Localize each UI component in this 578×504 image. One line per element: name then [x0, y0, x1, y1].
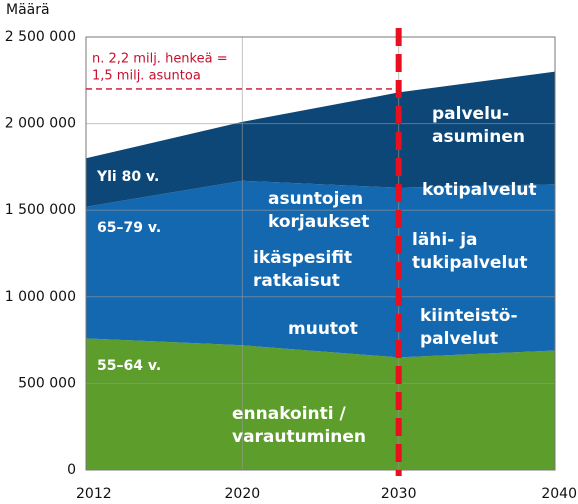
- area-annotation: lähi- ja: [412, 230, 478, 250]
- x-tick-label: 2012: [76, 486, 112, 502]
- area: [86, 71, 555, 207]
- x-tick-label: 2020: [225, 486, 261, 502]
- area-annotation: ikäspesifit: [253, 248, 352, 268]
- y-tick-label: 0: [67, 462, 76, 478]
- plot-border: [85, 36, 556, 471]
- y-tick-label: 1 500 000: [5, 202, 76, 218]
- area-annotation: kotipalvelut: [422, 180, 537, 200]
- y-tick-label: 1 000 000: [5, 289, 76, 305]
- y-tick-label: 500 000: [18, 375, 76, 391]
- x-tick-label: 2030: [381, 486, 417, 502]
- series-label: 65–79 v.: [97, 220, 161, 236]
- reference-label: 1,5 milj. asuntoa: [92, 69, 201, 84]
- area: [86, 180, 555, 358]
- area-annotation: korjaukset: [268, 212, 369, 232]
- area: [86, 338, 555, 470]
- area-annotation: palvelu-: [432, 104, 509, 124]
- area-annotation: ratkaisut: [253, 271, 340, 291]
- series-label: Yli 80 v.: [96, 169, 159, 185]
- area-annotation: tukipalvelut: [412, 253, 528, 273]
- area-annotation: asuminen: [432, 127, 525, 147]
- area-annotation: muutot: [288, 319, 358, 339]
- area-annotation: palvelut: [420, 329, 498, 349]
- area-annotation: kiinteistö-: [420, 306, 518, 326]
- x-tick-label: 2040: [541, 486, 577, 502]
- y-tick-label: 2 500 000: [5, 29, 76, 45]
- y-tick-label: 2 000 000: [5, 116, 76, 132]
- reference-label: n. 2,2 milj. henkeä =: [92, 52, 228, 67]
- area-annotation: asuntojen: [268, 189, 363, 209]
- area-annotation: ennakointi /: [232, 404, 347, 424]
- area-annotation: varautuminen: [232, 427, 366, 447]
- series-label: 55–64 v.: [97, 358, 161, 374]
- y-axis-label: Määrä: [6, 2, 50, 18]
